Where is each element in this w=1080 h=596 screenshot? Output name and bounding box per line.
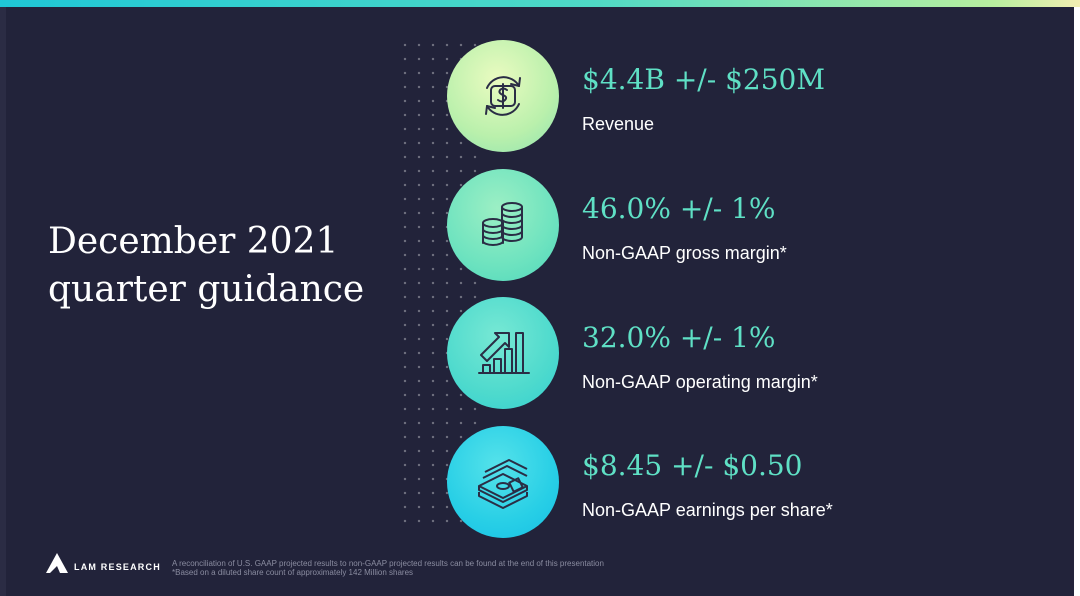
title-line-2: quarter guidance: [48, 269, 365, 310]
eps-value: $8.45 +/- $0.50: [582, 449, 803, 482]
title-line-1: December 2021: [48, 221, 339, 262]
revenue-value: $4.4B +/- $250M: [582, 63, 826, 96]
dollar-cycle-icon: [485, 76, 521, 116]
revenue-label: Revenue: [582, 114, 655, 134]
right-edge: [1074, 7, 1080, 596]
footnote-reconciliation: A reconciliation of U.S. GAAP projected …: [172, 559, 604, 568]
coin-stacks-icon: [482, 202, 523, 246]
gross-margin-badge: [447, 169, 559, 281]
growth-chart-icon: [478, 332, 530, 374]
gross-margin-label: Non-GAAP gross margin*: [582, 243, 787, 263]
eps-label: Non-GAAP earnings per share*: [582, 500, 833, 520]
gross-margin-value: 46.0% +/- 1%: [582, 192, 776, 225]
left-edge: [0, 7, 6, 596]
page-title: December 2021 quarter guidance: [48, 218, 388, 314]
footnote-share-count: *Based on a diluted share count of appro…: [172, 568, 414, 577]
operating-margin-value: 32.0% +/- 1%: [582, 321, 776, 354]
operating-margin-label: Non-GAAP operating margin*: [582, 372, 818, 392]
eps-badge: [447, 426, 559, 538]
top-gradient-bar: [0, 0, 1080, 7]
brand-name: LAM RESEARCH: [74, 562, 161, 572]
money-stack-icon: [478, 459, 528, 509]
revenue-badge: [447, 40, 559, 152]
lam-research-logo-icon: [46, 553, 68, 573]
footnotes: A reconciliation of U.S. GAAP projected …: [172, 559, 604, 577]
operating-margin-badge: [447, 297, 559, 409]
